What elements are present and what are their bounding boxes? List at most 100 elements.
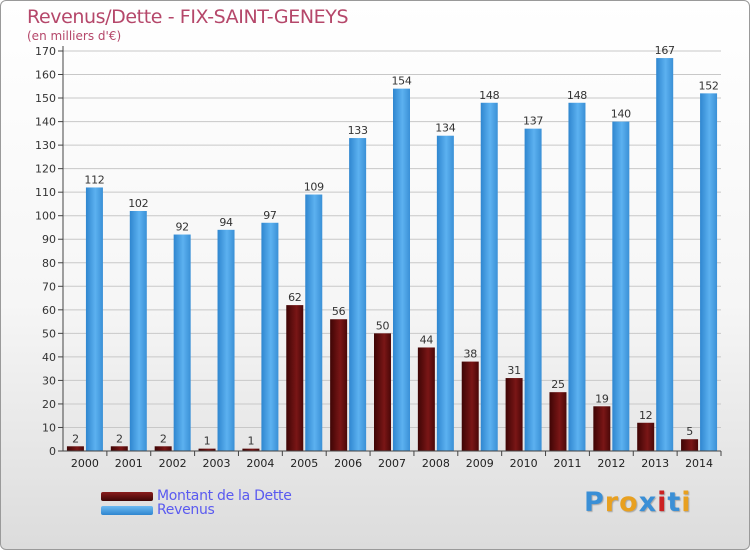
data-label-revenus-2002: 92 <box>175 221 188 234</box>
data-label-revenus-2004: 97 <box>263 209 277 222</box>
y-tick-label: 90 <box>42 233 56 246</box>
data-label-debt-2002: 2 <box>160 432 167 445</box>
y-tick-label: 130 <box>35 139 56 152</box>
legend-label-debt: Montant de la Dette <box>157 488 292 504</box>
bar-revenus-2002 <box>173 234 191 451</box>
y-tick-label: 160 <box>35 69 56 82</box>
data-label-debt-2011: 25 <box>551 378 565 391</box>
y-tick-label: 0 <box>49 445 56 458</box>
bar-revenus-2014 <box>700 93 718 452</box>
data-label-debt-2006: 56 <box>332 305 346 318</box>
bar-debt-2011 <box>549 392 567 451</box>
data-label-debt-2003: 1 <box>204 435 211 448</box>
bar-revenus-2001 <box>129 211 147 451</box>
legend-swatch-revenus <box>101 505 153 515</box>
y-tick-label: 170 <box>35 45 56 58</box>
data-label-debt-2009: 38 <box>464 348 478 361</box>
data-label-debt-2004: 1 <box>248 435 255 448</box>
bar-revenus-2008 <box>436 135 454 452</box>
x-tick-label: 2007 <box>378 457 406 470</box>
data-label-revenus-2003: 94 <box>219 216 233 229</box>
y-tick-label: 60 <box>42 304 56 317</box>
data-label-revenus-2009: 148 <box>479 89 499 102</box>
bar-revenus-2010 <box>524 128 542 451</box>
bar-debt-2008 <box>417 347 435 451</box>
y-tick-label: 40 <box>42 351 56 364</box>
bar-debt-2010 <box>505 378 523 451</box>
legend-label-revenus: Revenus <box>157 502 215 518</box>
x-tick-label: 2009 <box>466 457 494 470</box>
x-tick-label: 2005 <box>290 457 318 470</box>
x-tick-label: 2001 <box>115 457 143 470</box>
y-tick-label: 100 <box>35 210 56 223</box>
bar-revenus-2009 <box>480 102 498 451</box>
data-label-debt-2008: 44 <box>420 333 434 346</box>
y-tick-label: 50 <box>42 327 56 340</box>
x-tick-label: 2010 <box>510 457 538 470</box>
x-tick-label: 2006 <box>334 457 362 470</box>
bar-debt-2003 <box>198 448 216 451</box>
data-label-debt-2013: 12 <box>639 409 652 422</box>
bar-revenus-2007 <box>393 88 410 451</box>
legend-item-revenus: Revenus <box>101 502 215 518</box>
proxiti-logo: Proxiti <box>584 487 692 518</box>
data-label-revenus-2011: 148 <box>567 89 587 102</box>
data-label-debt-2010: 31 <box>507 364 520 377</box>
x-tick-label: 2014 <box>685 457 713 470</box>
bar-revenus-2006 <box>349 138 367 451</box>
bar-revenus-2012 <box>612 121 630 452</box>
y-tick-label: 150 <box>35 92 56 105</box>
bar-debt-2005 <box>286 305 304 451</box>
bar-debt-2009 <box>461 361 479 451</box>
data-label-revenus-2007: 154 <box>391 75 411 88</box>
x-tick-label: 2011 <box>553 457 581 470</box>
data-label-revenus-2000: 112 <box>84 173 104 186</box>
chart-title: Revenus/Dette - FIX-SAINT-GENEYS <box>27 6 349 28</box>
x-tick-label: 2002 <box>159 457 187 470</box>
data-label-revenus-2006: 133 <box>348 124 368 137</box>
y-tick-label: 70 <box>42 280 56 293</box>
bar-debt-2012 <box>593 406 611 451</box>
bar-debt-2014 <box>681 439 699 451</box>
bar-revenus-2013 <box>656 58 674 451</box>
bar-debt-2013 <box>637 422 655 451</box>
bar-debt-2007 <box>374 333 391 451</box>
data-label-debt-2014: 5 <box>686 425 693 438</box>
x-tick-label: 2000 <box>71 457 99 470</box>
bar-revenus-2004 <box>261 222 279 451</box>
x-tick-label: 2008 <box>422 457 450 470</box>
bar-revenus-2000 <box>85 187 103 451</box>
x-tick-label: 2004 <box>246 457 274 470</box>
legend-swatch-debt <box>101 491 153 501</box>
data-label-revenus-2001: 102 <box>128 197 148 210</box>
x-tick-label: 2012 <box>597 457 625 470</box>
y-tick-label: 120 <box>35 163 56 176</box>
data-label-debt-2000: 2 <box>72 432 79 445</box>
bar-revenus-2011 <box>568 102 586 451</box>
data-label-revenus-2013: 167 <box>655 44 675 57</box>
x-tick-label: 2013 <box>641 457 669 470</box>
legend-item-debt: Montant de la Dette <box>101 488 292 504</box>
bar-debt-2002 <box>154 446 172 451</box>
y-tick-label: 20 <box>42 398 56 411</box>
bar-revenus-2005 <box>305 194 323 451</box>
bar-debt-2001 <box>110 446 128 451</box>
data-label-debt-2012: 19 <box>595 392 609 405</box>
data-label-debt-2007: 50 <box>376 319 390 332</box>
bar-debt-2004 <box>242 448 260 451</box>
chart-subtitle: (en milliers d'€) <box>27 29 122 43</box>
x-tick-label: 2003 <box>203 457 231 470</box>
data-label-debt-2001: 2 <box>116 432 123 445</box>
data-label-debt-2005: 62 <box>288 291 301 304</box>
data-label-revenus-2008: 134 <box>435 122 455 135</box>
data-label-revenus-2010: 137 <box>523 115 543 128</box>
y-tick-label: 80 <box>42 257 56 270</box>
data-label-revenus-2005: 109 <box>304 181 324 194</box>
data-label-revenus-2012: 140 <box>611 108 631 121</box>
bar-debt-2000 <box>66 446 84 451</box>
bar-debt-2006 <box>330 319 348 451</box>
y-tick-label: 30 <box>42 374 56 387</box>
y-tick-label: 110 <box>35 186 56 199</box>
